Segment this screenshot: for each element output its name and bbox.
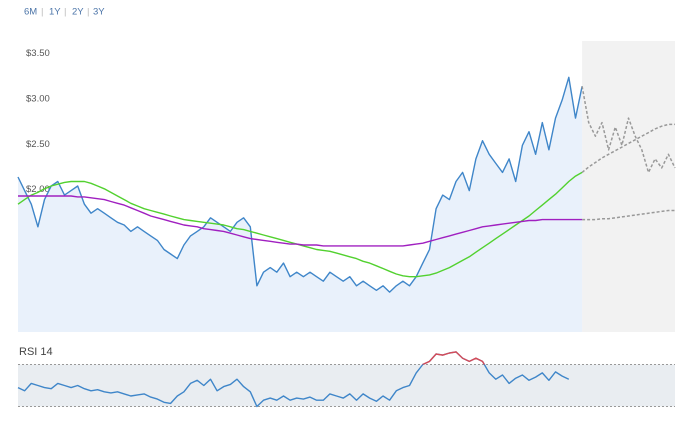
range-button[interactable]: 2Y — [72, 7, 84, 18]
range-button[interactable]: 1Y — [49, 7, 61, 18]
y-tick-label: $2.50 — [26, 139, 50, 150]
series-line — [18, 195, 583, 247]
price-area — [18, 77, 583, 332]
series-line — [17, 76, 583, 293]
y-tick-label: $3.00 — [26, 93, 50, 104]
indicator-title: RSI 14 — [19, 346, 53, 358]
forecast-line — [582, 209, 675, 221]
forecast-region — [582, 41, 675, 332]
rsi-band — [18, 364, 675, 407]
range-button[interactable]: 6M — [24, 7, 37, 18]
overbought-line — [421, 351, 486, 365]
separator: | — [41, 7, 43, 18]
separator: | — [64, 7, 66, 18]
range-button[interactable]: 3Y — [93, 7, 105, 18]
separator: | — [87, 7, 89, 18]
y-tick-label: $3.50 — [26, 48, 50, 59]
range-selector: 6M | 1Y | 2Y | 3Y — [24, 7, 105, 18]
y-tick-label: $2.00 — [26, 184, 50, 195]
forecast-line — [581, 86, 676, 174]
